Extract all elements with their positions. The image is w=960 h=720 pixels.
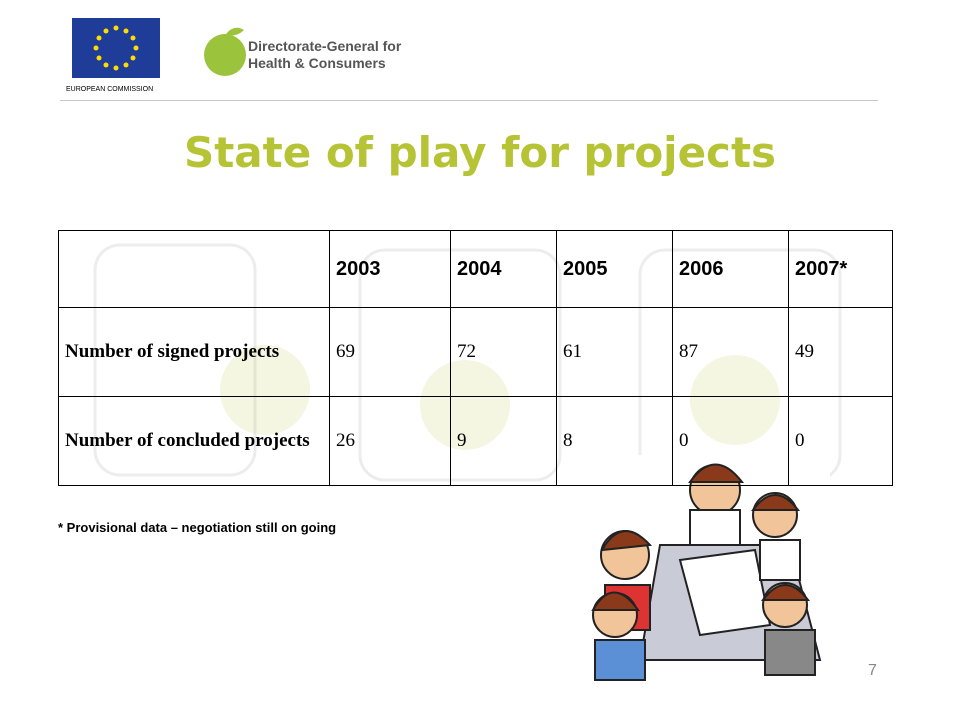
cell-value: 8: [556, 396, 673, 486]
cell-value: 9: [450, 396, 557, 486]
header-rule: [60, 100, 878, 101]
column-header: 2005: [556, 230, 673, 308]
row-label: Number of concluded projects: [58, 396, 330, 486]
cell-value: 87: [672, 307, 789, 397]
column-header: 2004: [450, 230, 557, 308]
dg-name: Directorate-General for: [248, 38, 402, 54]
meeting-illustration: [585, 455, 830, 685]
empty-cell: [58, 230, 330, 308]
projects-table: 2003 2004 2005 2006 2007* Number of sign…: [58, 230, 893, 486]
eu-stars: [93, 25, 139, 71]
page-number: 7: [868, 662, 877, 679]
cell-value: 26: [329, 396, 451, 486]
organization: EUROPEAN COMMISSION: [66, 86, 154, 93]
cell-value: 61: [556, 307, 673, 397]
slide-title: State of play for projects: [183, 128, 777, 177]
column-header: 2003: [329, 230, 451, 308]
dg-name: Health & Consumers: [248, 55, 386, 71]
footnote: * Provisional data – negotiation still o…: [58, 520, 337, 535]
column-header: 2007*: [788, 230, 893, 308]
row-label: Number of signed projects: [58, 307, 330, 397]
cell-value: 49: [788, 307, 893, 397]
cell-value: 0: [788, 396, 893, 486]
cell-value: 0: [672, 396, 789, 486]
column-header: 2006: [672, 230, 789, 308]
table-row: Number of concluded projects 26 9 8 0 0: [58, 396, 893, 486]
table-row: Number of signed projects 69 72 61 87 49: [58, 307, 893, 397]
dg-logo: [204, 34, 246, 76]
cell-value: 72: [450, 307, 557, 397]
header-row: 2003 2004 2005 2006 2007*: [58, 230, 893, 308]
cell-value: 69: [329, 307, 451, 397]
